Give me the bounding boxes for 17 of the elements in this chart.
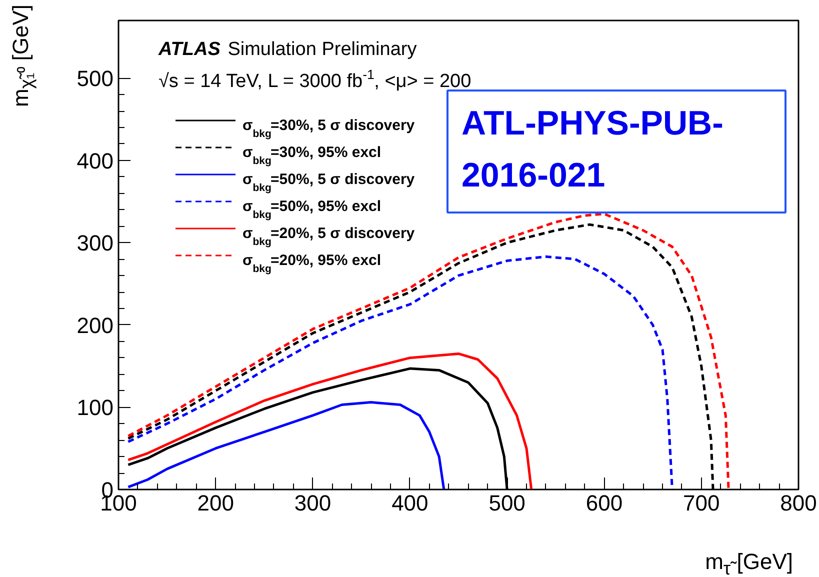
y-tick-label: 400 (76, 148, 114, 174)
x-tick-label: 300 (294, 490, 332, 516)
line-series (126, 401, 446, 490)
x-tick-label: 200 (197, 490, 234, 516)
x-axis-title: m$_{τ̃}$ [GeV] (705, 549, 793, 577)
y-tick-label: 200 (76, 312, 114, 338)
x-tick-label: 400 (392, 490, 428, 516)
text: ATLAS Simulation Preliminary (158, 39, 418, 60)
y-tick-label: 300 (76, 230, 114, 256)
x-tick-label: 500 (488, 490, 526, 516)
y-tick-label: 100 (76, 395, 114, 420)
y-tick-label: 500 (76, 66, 114, 92)
annotation: ATL-PHYS-PUB-2016-021 (462, 104, 724, 194)
x-tick-label: 700 (683, 490, 720, 516)
x-tick-label: 800 (780, 490, 817, 516)
line-series (126, 352, 533, 490)
x-tick-label: 600 (586, 490, 623, 516)
